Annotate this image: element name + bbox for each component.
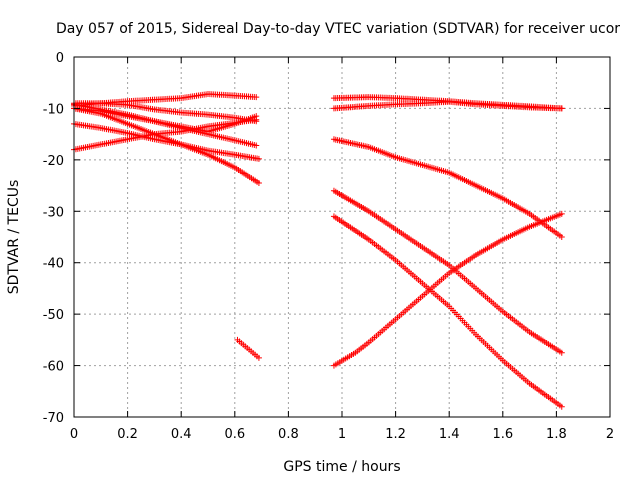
y-tick-label: -70 (43, 411, 64, 426)
data-point (253, 142, 260, 149)
data-point (558, 105, 565, 112)
data-point (255, 180, 262, 186)
x-tick-label: 1.4 (439, 427, 460, 442)
data-point (558, 349, 565, 356)
y-tick-label: -10 (43, 102, 64, 117)
data-point (558, 234, 565, 240)
data-point (255, 155, 262, 162)
data-point (558, 403, 565, 410)
data-point (558, 210, 565, 217)
data-point (255, 354, 262, 361)
y-tick-label: -60 (43, 360, 64, 375)
x-tick-label: 1.8 (546, 427, 567, 442)
y-tick-label: -40 (43, 257, 64, 272)
data-point (253, 94, 260, 101)
x-tick-label: 1 (338, 427, 346, 442)
x-tick-label: 0.6 (224, 427, 245, 442)
x-axis-ticks: 0 0.2 0.4 0.6 0.8 1 1.2 1.4 1.6 1.8 2 (70, 57, 614, 442)
x-tick-label: 0.4 (171, 427, 192, 442)
x-tick-label: 2 (606, 427, 614, 442)
series-arc-b6 (330, 210, 565, 369)
x-tick-label: 0.2 (117, 427, 138, 442)
x-tick-label: 0.8 (278, 427, 299, 442)
series-arc-a8 (234, 336, 262, 361)
x-axis-label: GPS time / hours (283, 459, 400, 475)
series-arc-b3 (330, 136, 565, 240)
x-tick-label: 1.2 (385, 427, 406, 442)
chart-title: Day 057 of 2015, Sidereal Day-to-day VTE… (56, 21, 620, 37)
x-tick-label: 1.6 (492, 427, 513, 442)
series-arc-a5 (71, 100, 260, 125)
data-point (253, 118, 260, 125)
y-tick-label: -20 (43, 154, 64, 169)
y-axis-label: SDTVAR / TECUs (6, 180, 22, 295)
data-marks (71, 91, 565, 410)
y-axis-ticks: 0 -10 -20 -30 -40 -50 -60 -70 (43, 51, 610, 426)
series-arc-a7 (71, 105, 262, 186)
x-tick-label: 0 (70, 427, 78, 442)
y-tick-label: -30 (43, 205, 64, 220)
y-tick-label: 0 (56, 51, 64, 66)
y-tick-label: -50 (43, 308, 64, 323)
series-arc-b2 (330, 98, 565, 112)
